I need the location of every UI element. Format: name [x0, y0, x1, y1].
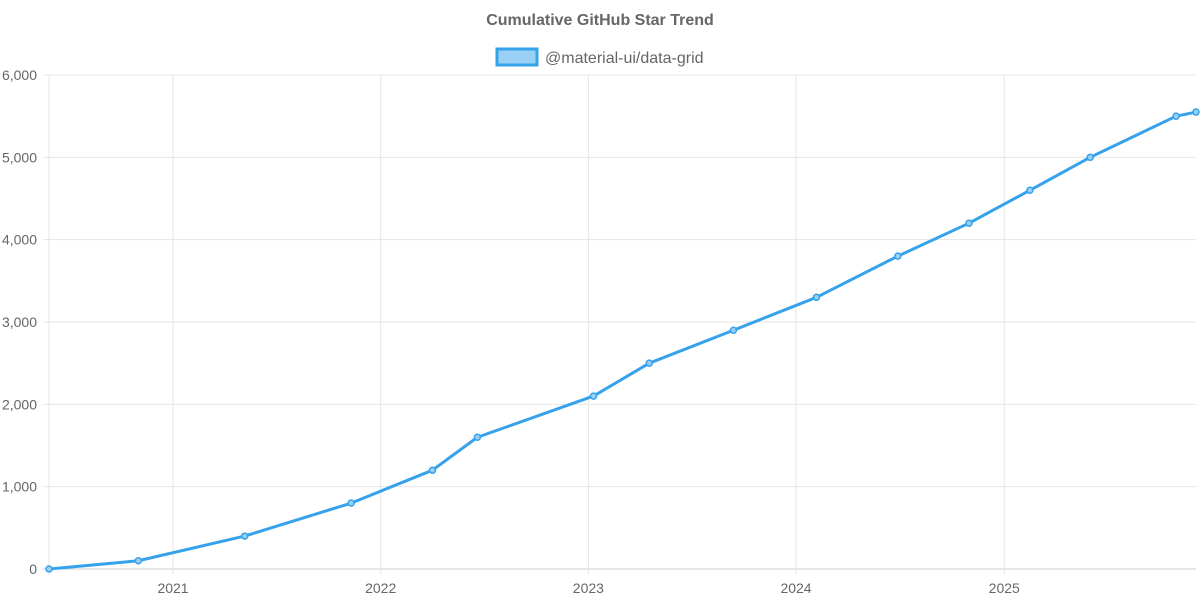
x-tick-label: 2022 — [365, 580, 396, 596]
data-point — [894, 252, 902, 260]
y-tick-label: 3,000 — [2, 314, 37, 330]
data-point — [45, 565, 53, 573]
y-tick-label: 4,000 — [2, 232, 37, 248]
y-tick-label: 2,000 — [2, 396, 37, 412]
y-tick-label: 5,000 — [2, 149, 37, 165]
series-marks — [45, 108, 1200, 573]
data-point — [1172, 112, 1180, 120]
chart-title: Cumulative GitHub Star Trend — [486, 12, 714, 29]
x-tick-label: 2024 — [780, 580, 811, 596]
data-point — [1026, 186, 1034, 195]
data-point — [1192, 108, 1200, 116]
data-point — [134, 557, 143, 565]
data-point — [589, 392, 598, 400]
data-point — [645, 359, 653, 367]
data-point — [729, 326, 738, 334]
data-point — [812, 293, 821, 302]
data-point — [240, 532, 249, 540]
grid — [43, 74, 1196, 575]
series-line — [48, 110, 1197, 571]
data-point — [347, 499, 355, 507]
y-tick-label: 1,000 — [2, 479, 37, 495]
x-tick-label: 2021 — [157, 580, 188, 596]
axes: 0 1,000 2,000 3,000 4,000 5,000 6,000 2021 2022 2… — [2, 67, 1020, 596]
y-tick-label: 0 — [29, 561, 37, 577]
x-tick-label: 2023 — [573, 580, 604, 596]
legend-label: @material-ui/data-grid — [545, 50, 704, 67]
data-point — [1086, 153, 1094, 162]
data-point — [473, 433, 482, 442]
legend-swatch — [495, 47, 539, 67]
x-tick-label: 2025 — [989, 580, 1020, 596]
data-point — [965, 219, 973, 227]
data-point — [428, 466, 437, 474]
y-tick-label: 6,000 — [2, 67, 37, 83]
legend[interactable]: @material-ui/data-grid — [495, 47, 704, 67]
